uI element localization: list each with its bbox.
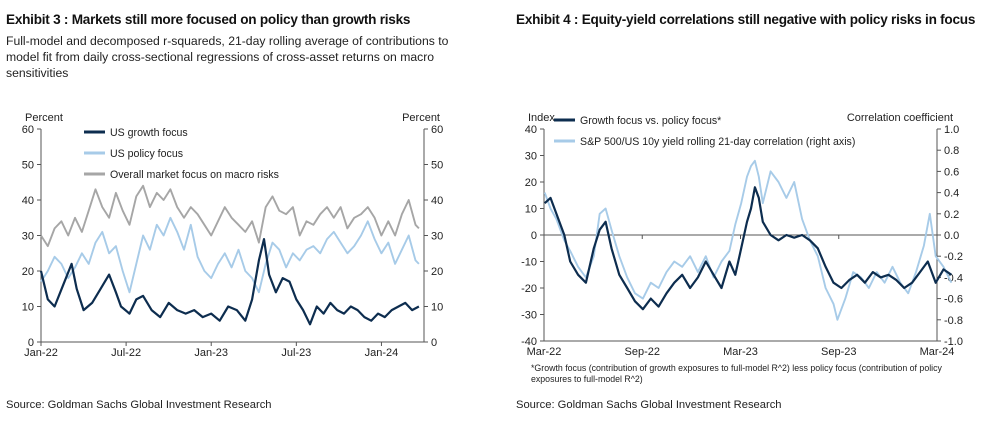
legend-label-3: Overall market focus on macro risks bbox=[110, 169, 279, 181]
y-tick-label-right: -0.6 bbox=[944, 294, 963, 306]
y-tick-label-right: 60 bbox=[431, 124, 443, 136]
y-tick-label-left: 40 bbox=[525, 124, 537, 136]
legend-label-2: US policy focus bbox=[110, 148, 183, 160]
series-line-2 bbox=[543, 159, 953, 321]
exhibit-4-chart: Index Correlation coefficient -40 -30 -20 -10… bbox=[521, 112, 963, 358]
y-tick-label-left: 10 bbox=[22, 302, 34, 314]
x-tick-label: Mar-23 bbox=[723, 346, 758, 358]
y-tick-label-right: -1.0 bbox=[944, 336, 963, 348]
series-line-1 bbox=[39, 238, 420, 326]
x-tick-label: Sep-23 bbox=[821, 346, 856, 358]
y-tick-label-left: 20 bbox=[525, 177, 537, 189]
y-tick-label-right: -0.2 bbox=[944, 251, 963, 263]
y-axis-right-title: Percent bbox=[402, 112, 440, 124]
x-tick-label: Sep-22 bbox=[625, 346, 660, 358]
y-tick-label-left: 20 bbox=[22, 266, 34, 278]
exhibit-4-title: Exhibit 4 : Equity-yield correlations st… bbox=[516, 12, 976, 27]
y-tick-label-right: 0 bbox=[431, 337, 437, 349]
exhibit-4-footnote: *Growth focus (contribution of growth ex… bbox=[531, 363, 942, 384]
y-tick-label-right: 0.4 bbox=[944, 188, 959, 200]
y-tick-label-right: 40 bbox=[431, 195, 443, 207]
y-tick-label-left: 10 bbox=[525, 204, 537, 216]
y-tick-label-right: -0.8 bbox=[944, 315, 963, 327]
x-tick-label: Jul-23 bbox=[281, 347, 311, 359]
y-tick-label-left: 30 bbox=[22, 231, 34, 243]
exhibit-4-source: Source: Goldman Sachs Global Investment … bbox=[516, 399, 782, 411]
legend-label-2: S&P 500/US 10y yield rolling 21-day corr… bbox=[580, 136, 855, 148]
y-tick-label-left: 40 bbox=[22, 195, 34, 207]
y-tick-label-right: 30 bbox=[431, 231, 443, 243]
x-tick-label: Jan-23 bbox=[194, 347, 228, 359]
exhibit-3-chart: Percent Percent 0 10 20 30 40 50 60 0 10 20 30 40 50 60… bbox=[22, 112, 444, 359]
exhibit-3-source: Source: Goldman Sachs Global Investment … bbox=[6, 399, 272, 411]
x-tick-label: Jan-24 bbox=[365, 347, 399, 359]
exhibit-3-panel: Exhibit 3 : Markets still more focused o… bbox=[0, 0, 490, 426]
series-line-3 bbox=[40, 184, 420, 248]
y-tick-label-right: 0.8 bbox=[944, 145, 959, 157]
series-line-2 bbox=[40, 216, 420, 294]
legend-label-1: US growth focus bbox=[110, 127, 188, 139]
y-tick-label-right: 10 bbox=[431, 302, 443, 314]
y-tick-label-left: 50 bbox=[22, 160, 34, 172]
y-tick-label-left: 60 bbox=[22, 124, 34, 136]
y-tick-label-left: 30 bbox=[525, 151, 537, 163]
x-tick-label: Jul-22 bbox=[111, 347, 141, 359]
exhibit-3-subtitle: Full-model and decomposed r-squareds, 21… bbox=[6, 34, 449, 80]
y-tick-label-right: 0.0 bbox=[944, 230, 959, 242]
y-tick-label-left: 0 bbox=[531, 230, 537, 242]
y-axis-left-title: Index bbox=[528, 112, 555, 124]
y-tick-label-right: 20 bbox=[431, 266, 443, 278]
exhibit-4-panel: Exhibit 4 : Equity-yield correlations st… bbox=[512, 0, 991, 426]
series-line-1 bbox=[543, 186, 953, 311]
y-tick-label-right: 1.0 bbox=[944, 124, 959, 136]
y-tick-label-left: -20 bbox=[521, 283, 537, 295]
y-tick-label-right: 50 bbox=[431, 160, 443, 172]
y-tick-label-left: -30 bbox=[521, 310, 537, 322]
y-tick-label-right: 0.6 bbox=[944, 166, 959, 178]
legend-label-1: Growth focus vs. policy focus* bbox=[580, 115, 721, 127]
x-tick-label: Mar-24 bbox=[920, 346, 955, 358]
y-tick-label-left: 0 bbox=[28, 337, 34, 349]
y-axis-left-title: Percent bbox=[25, 112, 63, 124]
y-tick-label-left: -10 bbox=[521, 257, 537, 269]
y-tick-label-right: 0.2 bbox=[944, 209, 959, 221]
x-tick-label: Jan-22 bbox=[24, 347, 58, 359]
exhibit-3-title: Exhibit 3 : Markets still more focused o… bbox=[6, 12, 411, 27]
y-tick-label-left: -40 bbox=[521, 336, 537, 348]
x-tick-label: Mar-22 bbox=[527, 346, 562, 358]
y-axis-right-title: Correlation coefficient bbox=[847, 112, 953, 124]
